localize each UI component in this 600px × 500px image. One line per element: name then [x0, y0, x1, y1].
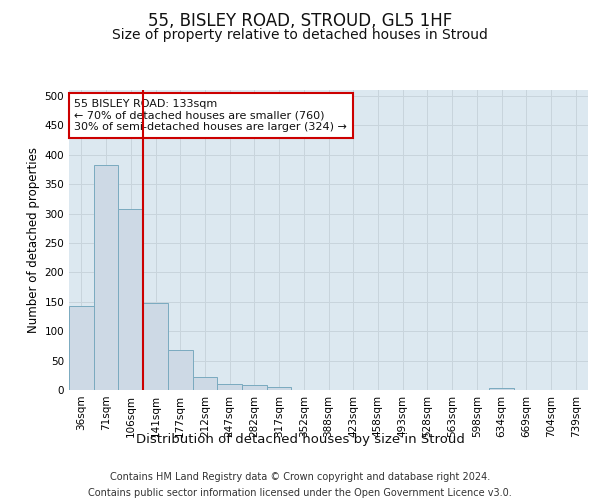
Text: Size of property relative to detached houses in Stroud: Size of property relative to detached ho… [112, 28, 488, 42]
Bar [118, 209, 143, 390]
Text: Contains public sector information licensed under the Open Government Licence v3: Contains public sector information licen… [88, 488, 512, 498]
Text: 55, BISLEY ROAD, STROUD, GL5 1HF: 55, BISLEY ROAD, STROUD, GL5 1HF [148, 12, 452, 30]
Bar [242, 386, 267, 390]
Text: Distribution of detached houses by size in Stroud: Distribution of detached houses by size … [136, 432, 464, 446]
Bar [267, 387, 292, 390]
Bar [143, 303, 168, 390]
Bar [193, 377, 217, 390]
Bar [94, 164, 118, 390]
Bar [168, 350, 193, 390]
Y-axis label: Number of detached properties: Number of detached properties [27, 147, 40, 333]
Bar [217, 384, 242, 390]
Text: 55 BISLEY ROAD: 133sqm
← 70% of detached houses are smaller (760)
30% of semi-de: 55 BISLEY ROAD: 133sqm ← 70% of detached… [74, 99, 347, 132]
Text: Contains HM Land Registry data © Crown copyright and database right 2024.: Contains HM Land Registry data © Crown c… [110, 472, 490, 482]
Bar [489, 388, 514, 390]
Bar [69, 306, 94, 390]
